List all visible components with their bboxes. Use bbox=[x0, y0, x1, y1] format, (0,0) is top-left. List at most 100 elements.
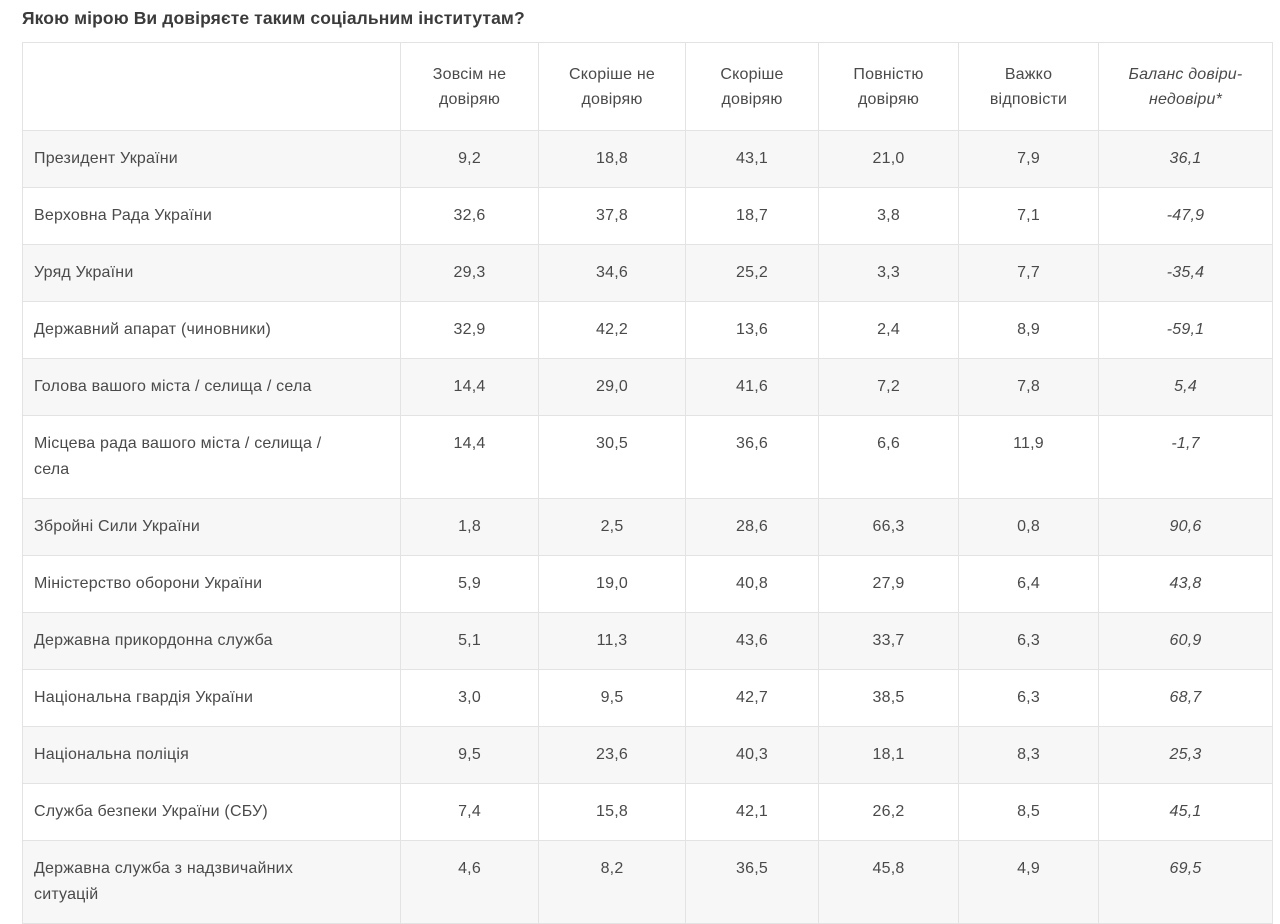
cell-value: 36,6 bbox=[685, 415, 819, 499]
cell-value: 45,8 bbox=[818, 840, 959, 924]
cell-value: 37,8 bbox=[538, 187, 686, 245]
cell-value: 18,8 bbox=[538, 130, 686, 188]
row-label: Збройні Сили України bbox=[22, 498, 401, 556]
cell-value: 21,0 bbox=[818, 130, 959, 188]
cell-value: 8,9 bbox=[958, 301, 1099, 359]
cell-value: 8,3 bbox=[958, 726, 1099, 784]
table-row-national-guard: Національна гвардія України 3,0 9,5 42,7… bbox=[22, 669, 1273, 727]
cell-value: 43,6 bbox=[685, 612, 819, 670]
cell-value: 0,8 bbox=[958, 498, 1099, 556]
header-hard-to-answer: Важко відповісти bbox=[958, 42, 1099, 131]
cell-value: 6,3 bbox=[958, 669, 1099, 727]
cell-balance: 90,6 bbox=[1098, 498, 1273, 556]
cell-value: 40,8 bbox=[685, 555, 819, 613]
cell-value: 7,8 bbox=[958, 358, 1099, 416]
cell-value: 42,1 bbox=[685, 783, 819, 841]
cell-value: 8,2 bbox=[538, 840, 686, 924]
table-row-state-apparatus: Державний апарат (чиновники) 32,9 42,2 1… bbox=[22, 301, 1273, 359]
cell-value: 32,9 bbox=[400, 301, 539, 359]
cell-value: 28,6 bbox=[685, 498, 819, 556]
table-row-president: Президент України 9,2 18,8 43,1 21,0 7,9… bbox=[22, 130, 1273, 188]
table-row-sbu: Служба безпеки України (СБУ) 7,4 15,8 42… bbox=[22, 783, 1273, 841]
page-title: Якою мірою Ви довіряєте таким соціальним… bbox=[22, 8, 525, 28]
cell-value: 4,9 bbox=[958, 840, 1099, 924]
row-label: Національна поліція bbox=[22, 726, 401, 784]
cell-value: 32,6 bbox=[400, 187, 539, 245]
cell-balance: 45,1 bbox=[1098, 783, 1273, 841]
cell-value: 1,8 bbox=[400, 498, 539, 556]
row-label: Голова вашого міста / селища / села bbox=[22, 358, 401, 416]
row-label: Служба безпеки України (СБУ) bbox=[22, 783, 401, 841]
cell-value: 7,1 bbox=[958, 187, 1099, 245]
cell-value: 43,1 bbox=[685, 130, 819, 188]
cell-value: 40,3 bbox=[685, 726, 819, 784]
cell-value: 25,2 bbox=[685, 244, 819, 302]
row-label: Національна гвардія України bbox=[22, 669, 401, 727]
header-rather-not-trust: Скоріше не довіряю bbox=[538, 42, 686, 131]
cell-value: 2,4 bbox=[818, 301, 959, 359]
cell-balance: -59,1 bbox=[1098, 301, 1273, 359]
cell-value: 42,7 bbox=[685, 669, 819, 727]
header-row: Зовсім не довіряю Скоріше не довіряю Ско… bbox=[22, 42, 1273, 131]
cell-value: 5,9 bbox=[400, 555, 539, 613]
cell-value: 8,5 bbox=[958, 783, 1099, 841]
table-row-local-council: Місцева рада вашого міста / селища / сел… bbox=[22, 415, 1273, 499]
cell-value: 33,7 bbox=[818, 612, 959, 670]
cell-value: 18,1 bbox=[818, 726, 959, 784]
table-header: Зовсім не довіряю Скоріше не довіряю Ско… bbox=[22, 42, 1273, 131]
table-row-government: Уряд України 29,3 34,6 25,2 3,3 7,7 -35,… bbox=[22, 244, 1273, 302]
table-row-emergency-service: Державна служба з надзвичайних ситуацій … bbox=[22, 840, 1273, 924]
cell-balance: 36,1 bbox=[1098, 130, 1273, 188]
cell-balance: 25,3 bbox=[1098, 726, 1273, 784]
cell-balance: 68,7 bbox=[1098, 669, 1273, 727]
cell-value: 14,4 bbox=[400, 415, 539, 499]
cell-value: 9,2 bbox=[400, 130, 539, 188]
cell-value: 6,4 bbox=[958, 555, 1099, 613]
cell-value: 13,6 bbox=[685, 301, 819, 359]
row-label: Міністерство оборони України bbox=[22, 555, 401, 613]
cell-value: 7,9 bbox=[958, 130, 1099, 188]
cell-value: 9,5 bbox=[538, 669, 686, 727]
cell-value: 29,3 bbox=[400, 244, 539, 302]
row-label: Місцева рада вашого міста / селища / сел… bbox=[22, 415, 401, 499]
row-label: Верховна Рада України bbox=[22, 187, 401, 245]
cell-value: 3,3 bbox=[818, 244, 959, 302]
cell-value: 66,3 bbox=[818, 498, 959, 556]
cell-balance: -47,9 bbox=[1098, 187, 1273, 245]
cell-value: 6,6 bbox=[818, 415, 959, 499]
table-row-national-police: Національна поліція 9,5 23,6 40,3 18,1 8… bbox=[22, 726, 1273, 784]
cell-value: 34,6 bbox=[538, 244, 686, 302]
row-label: Уряд України bbox=[22, 244, 401, 302]
cell-value: 9,5 bbox=[400, 726, 539, 784]
cell-value: 6,3 bbox=[958, 612, 1099, 670]
row-label: Президент України bbox=[22, 130, 401, 188]
table-row-verkhovna-rada: Верховна Рада України 32,6 37,8 18,7 3,8… bbox=[22, 187, 1273, 245]
cell-value: 19,0 bbox=[538, 555, 686, 613]
cell-value: 18,7 bbox=[685, 187, 819, 245]
cell-value: 30,5 bbox=[538, 415, 686, 499]
cell-value: 42,2 bbox=[538, 301, 686, 359]
cell-value: 5,1 bbox=[400, 612, 539, 670]
header-rather-trust: Скоріше довіряю bbox=[685, 42, 819, 131]
cell-balance: -1,7 bbox=[1098, 415, 1273, 499]
row-label: Державна служба з надзвичайних ситуацій bbox=[22, 840, 401, 924]
header-fully-trust: Повністю довіряю bbox=[818, 42, 959, 131]
cell-balance: 43,8 bbox=[1098, 555, 1273, 613]
cell-value: 11,9 bbox=[958, 415, 1099, 499]
cell-value: 23,6 bbox=[538, 726, 686, 784]
cell-value: 2,5 bbox=[538, 498, 686, 556]
cell-balance: 5,4 bbox=[1098, 358, 1273, 416]
cell-value: 7,4 bbox=[400, 783, 539, 841]
cell-value: 36,5 bbox=[685, 840, 819, 924]
cell-balance: -35,4 bbox=[1098, 244, 1273, 302]
cell-value: 3,0 bbox=[400, 669, 539, 727]
table-row-border-service: Державна прикордонна служба 5,1 11,3 43,… bbox=[22, 612, 1273, 670]
cell-value: 11,3 bbox=[538, 612, 686, 670]
cell-balance: 60,9 bbox=[1098, 612, 1273, 670]
cell-value: 4,6 bbox=[400, 840, 539, 924]
table-row-city-mayor: Голова вашого міста / селища / села 14,4… bbox=[22, 358, 1273, 416]
table-row-armed-forces: Збройні Сили України 1,8 2,5 28,6 66,3 0… bbox=[22, 498, 1273, 556]
cell-value: 7,2 bbox=[818, 358, 959, 416]
cell-value: 14,4 bbox=[400, 358, 539, 416]
